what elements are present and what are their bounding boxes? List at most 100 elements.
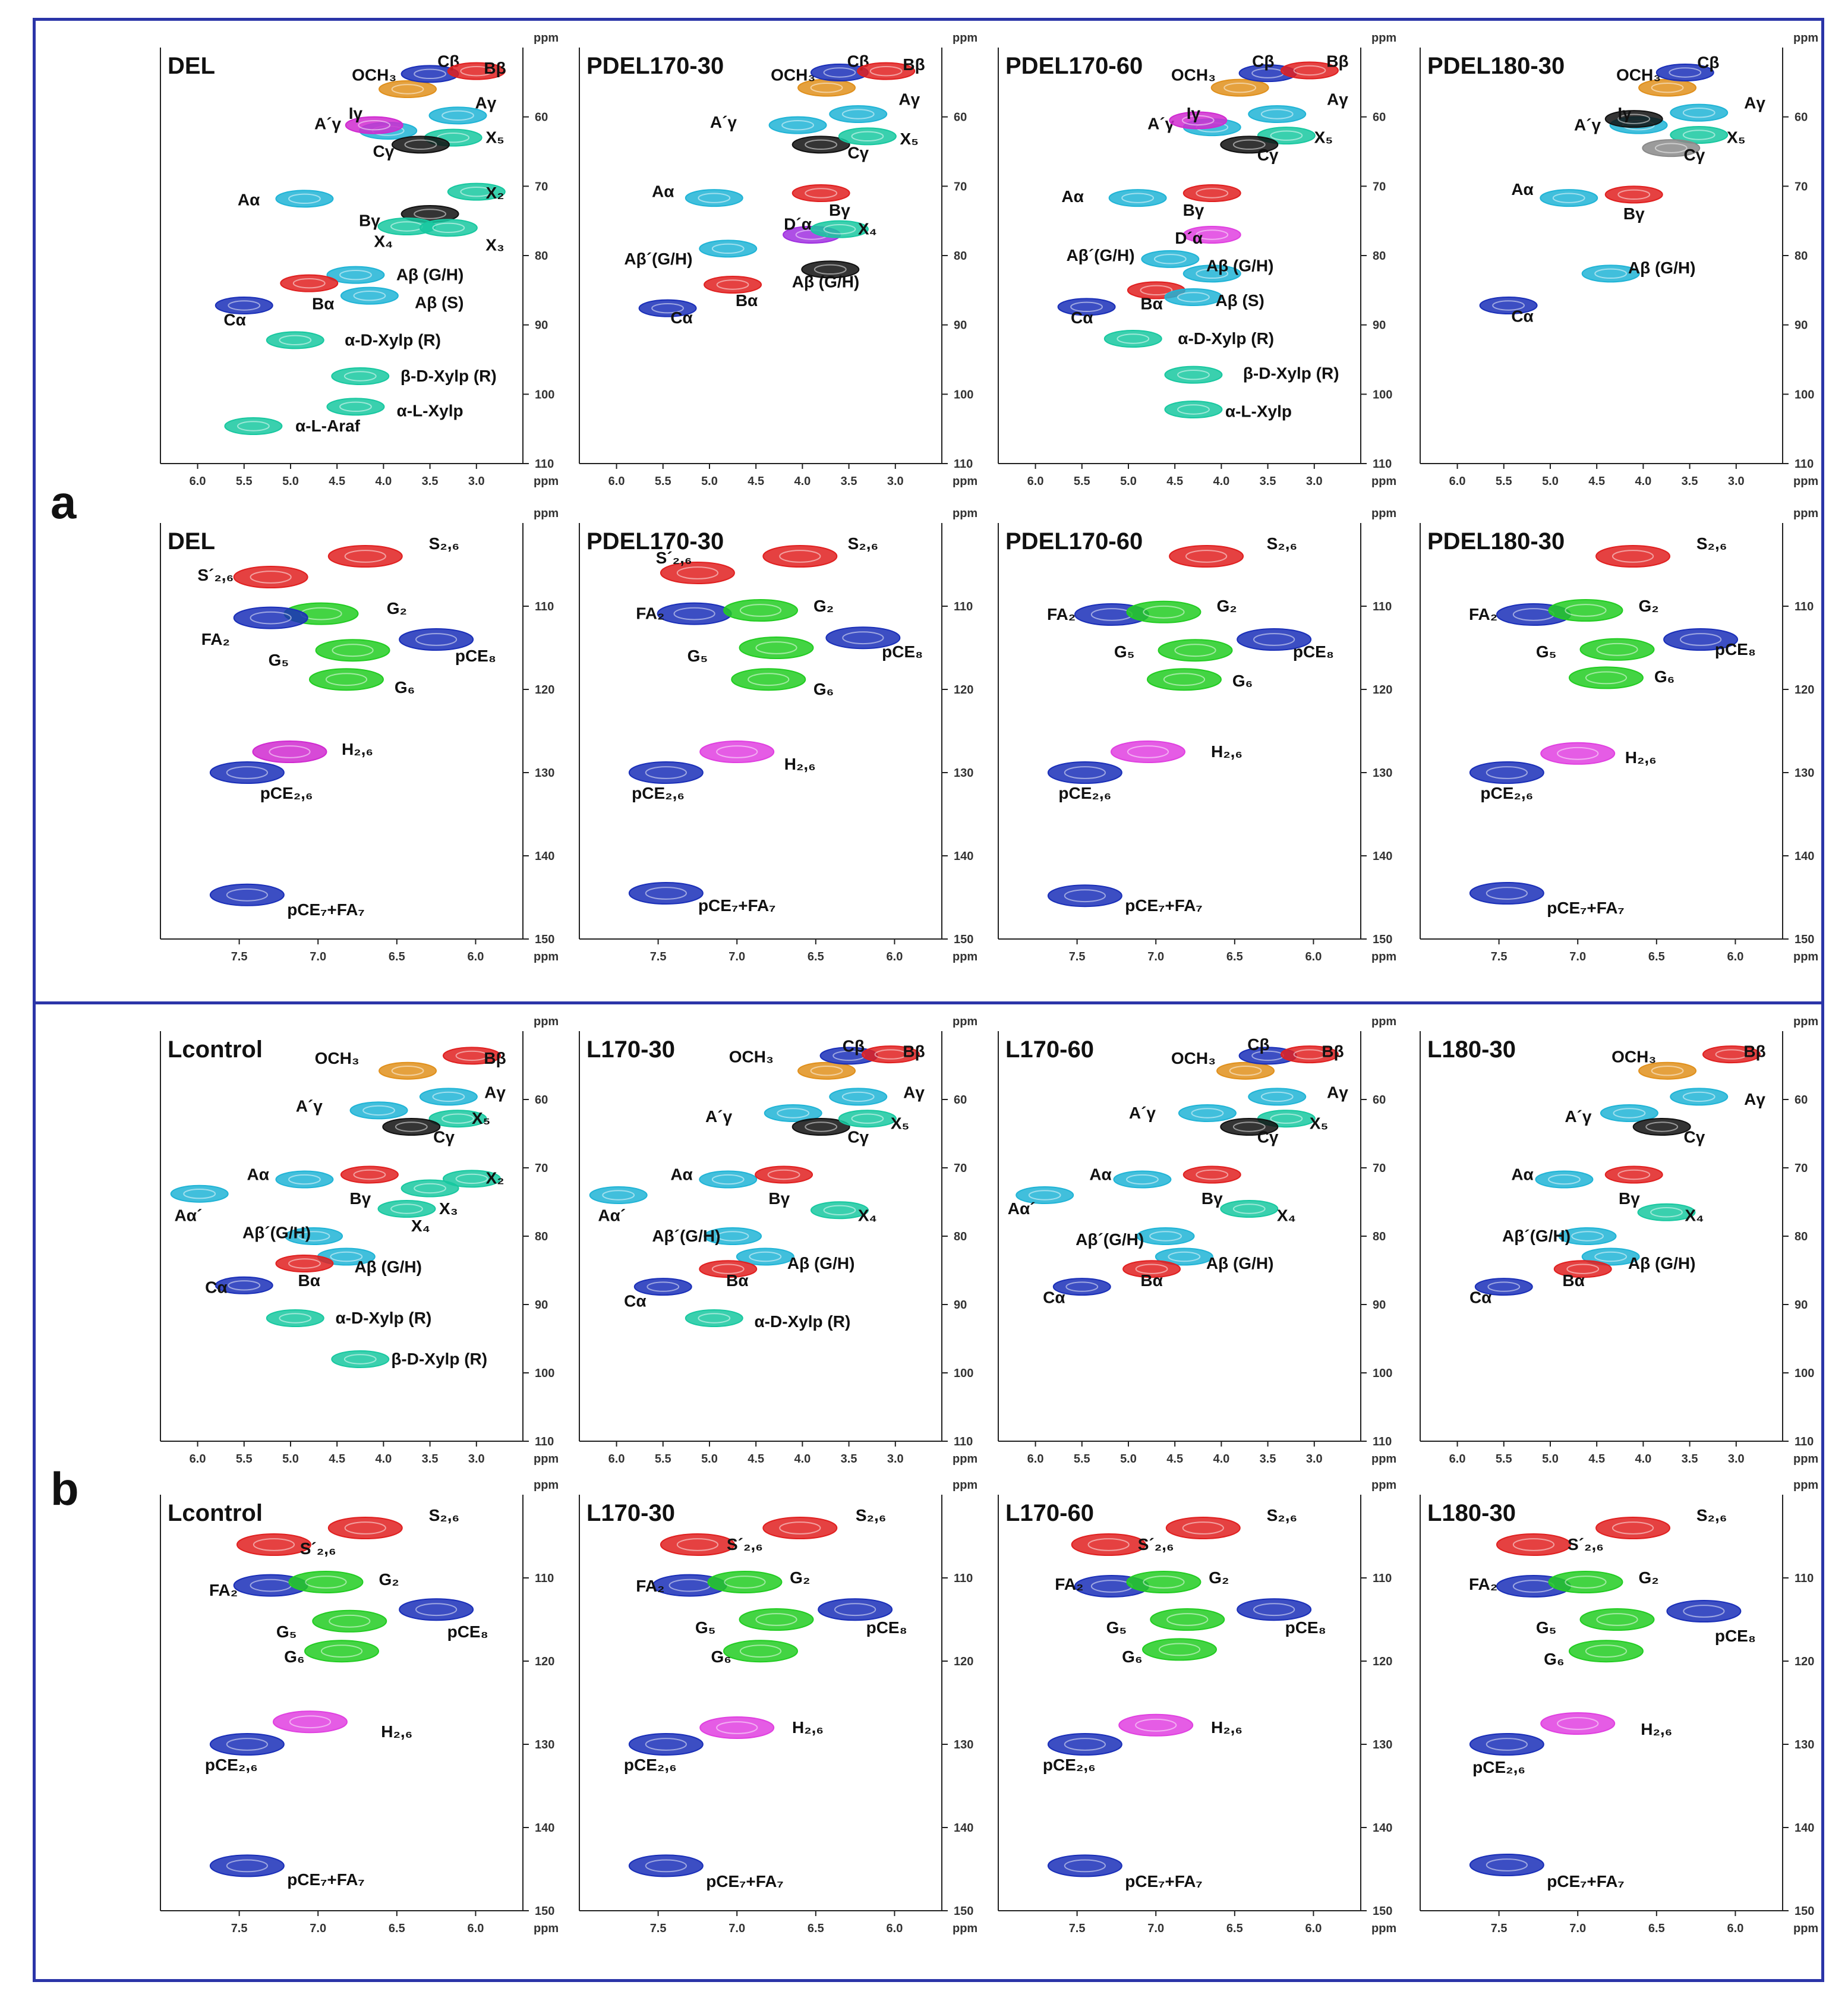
y-tick-label: 110 bbox=[1373, 1435, 1392, 1448]
cross-peak bbox=[660, 562, 735, 584]
peak-label: Bβ bbox=[484, 1049, 506, 1067]
x-tick-label: 7.0 bbox=[729, 1922, 745, 1935]
y-tick-label: 60 bbox=[535, 111, 548, 124]
cross-peak-contour bbox=[1293, 65, 1326, 76]
cross-peak-contour bbox=[432, 1091, 465, 1102]
x-unit-label: ppm bbox=[953, 475, 977, 488]
cross-peak-contour bbox=[1682, 130, 1715, 140]
y-tick-label: 110 bbox=[535, 1435, 554, 1448]
cross-peak bbox=[233, 566, 308, 588]
cross-peak-contour bbox=[748, 673, 790, 686]
peak-label: S´₂,₆ bbox=[197, 566, 234, 584]
cross-peak-contour bbox=[1143, 605, 1185, 619]
cross-peak-contour bbox=[226, 1738, 268, 1751]
cross-peak bbox=[723, 1640, 798, 1663]
x-tick-label: 3.5 bbox=[422, 1453, 439, 1466]
cross-peak-contour bbox=[1512, 1538, 1555, 1551]
cross-peak bbox=[1638, 1061, 1697, 1080]
cross-peak-contour bbox=[1651, 1066, 1684, 1076]
y-tick-label: 130 bbox=[1795, 767, 1814, 780]
peak-label: pCE₈ bbox=[1285, 1618, 1326, 1637]
y-unit-label: ppm bbox=[953, 31, 977, 45]
cross-peak-contour bbox=[1064, 766, 1106, 779]
y-tick-label: 80 bbox=[954, 250, 967, 263]
cross-peak bbox=[331, 367, 390, 385]
panel-title: PDEL170-60 bbox=[1005, 53, 1143, 79]
cross-peak-contour bbox=[1651, 82, 1684, 93]
cross-peak bbox=[1141, 250, 1200, 268]
y-tick-label: 110 bbox=[1795, 1435, 1814, 1448]
cross-peak-contour bbox=[1121, 193, 1155, 203]
y-tick-label: 60 bbox=[954, 1094, 967, 1107]
cross-peak bbox=[349, 1101, 408, 1120]
cross-peak-contour bbox=[851, 1113, 884, 1124]
cross-peak bbox=[1604, 185, 1663, 204]
x-tick-label: 3.5 bbox=[1260, 475, 1276, 488]
peak-label: X₅ bbox=[472, 1109, 491, 1127]
cross-peak bbox=[379, 1061, 437, 1080]
peak-label: G₅ bbox=[276, 1622, 297, 1641]
cross-peak bbox=[1113, 1170, 1172, 1189]
cross-peak-contour bbox=[1229, 1066, 1262, 1076]
cross-peak bbox=[1568, 1640, 1644, 1663]
panel-title: L170-60 bbox=[1005, 1500, 1094, 1526]
x-tick-label: 6.5 bbox=[1648, 1922, 1665, 1935]
cross-peak-contour bbox=[711, 1264, 745, 1274]
x-tick-label: 3.0 bbox=[1306, 1453, 1323, 1466]
y-unit-label: ppm bbox=[1371, 507, 1396, 520]
peak-label: β-D-Xylp (R) bbox=[400, 367, 497, 385]
cross-peak-contour bbox=[1064, 889, 1106, 903]
peak-label: S´₂,₆ bbox=[656, 549, 692, 567]
cross-peak-contour bbox=[332, 644, 374, 657]
cross-peak bbox=[704, 1227, 762, 1245]
cross-peak bbox=[1164, 366, 1223, 384]
cross-peak-contour bbox=[288, 1174, 321, 1185]
cross-peak bbox=[628, 761, 704, 784]
peak-label: pCE₇+FA₇ bbox=[706, 1872, 784, 1891]
y-tick-label: 130 bbox=[954, 1738, 973, 1751]
cross-peak-contour bbox=[767, 1169, 800, 1180]
y-tick-label: 120 bbox=[535, 683, 554, 697]
cross-peak bbox=[1155, 1247, 1213, 1266]
x-tick-label: 7.0 bbox=[729, 950, 745, 963]
cross-peak bbox=[1553, 1260, 1612, 1278]
cross-peak bbox=[1474, 1278, 1533, 1296]
cross-peak-contour bbox=[1612, 1521, 1654, 1535]
peak-label: Cα bbox=[205, 1278, 227, 1296]
cross-peak-contour bbox=[842, 631, 884, 645]
cross-peak-contour bbox=[716, 745, 758, 758]
panel-title: PDEL170-60 bbox=[1005, 528, 1143, 554]
cross-peak-contour bbox=[1174, 644, 1216, 657]
peak-label: G₅ bbox=[1536, 1618, 1557, 1637]
cross-peak bbox=[1568, 666, 1644, 689]
cross-peak bbox=[1670, 103, 1729, 122]
peak-label: Bγ bbox=[1623, 204, 1645, 223]
cross-peak-contour bbox=[288, 193, 321, 204]
cross-peak bbox=[1169, 111, 1228, 130]
panel-title: PDEL170-30 bbox=[586, 528, 724, 554]
cross-peak-contour bbox=[432, 222, 465, 234]
peak-label: Cα bbox=[1469, 1288, 1491, 1307]
x-tick-label: 7.5 bbox=[231, 950, 248, 963]
peak-label: α-L-Araf bbox=[295, 417, 361, 435]
peak-label: G₆ bbox=[395, 678, 415, 697]
peak-label: Cγ bbox=[1684, 1127, 1705, 1146]
cross-peak-contour bbox=[250, 611, 292, 625]
cross-peak-contour bbox=[1682, 107, 1715, 118]
cross-peak bbox=[1047, 884, 1122, 908]
peak-label: Bγ bbox=[1201, 1189, 1223, 1208]
cross-peak-contour bbox=[1232, 1121, 1266, 1132]
y-tick-label: 130 bbox=[535, 1738, 554, 1751]
x-tick-label: 4.0 bbox=[1635, 1453, 1651, 1466]
peak-label: FA₂ bbox=[1469, 605, 1497, 623]
x-tick-label: 7.5 bbox=[1491, 1922, 1508, 1935]
x-unit-label: ppm bbox=[1371, 1453, 1396, 1466]
cross-peak bbox=[252, 741, 327, 763]
cross-peak bbox=[1165, 1517, 1241, 1539]
peak-label: Bα bbox=[1562, 1271, 1584, 1290]
peak-label: H₂,₆ bbox=[1211, 742, 1242, 761]
cross-peak bbox=[1479, 297, 1538, 314]
cross-peak-contour bbox=[1617, 1169, 1651, 1180]
x-tick-label: 4.5 bbox=[329, 475, 345, 488]
peak-label: Bα bbox=[312, 295, 334, 313]
